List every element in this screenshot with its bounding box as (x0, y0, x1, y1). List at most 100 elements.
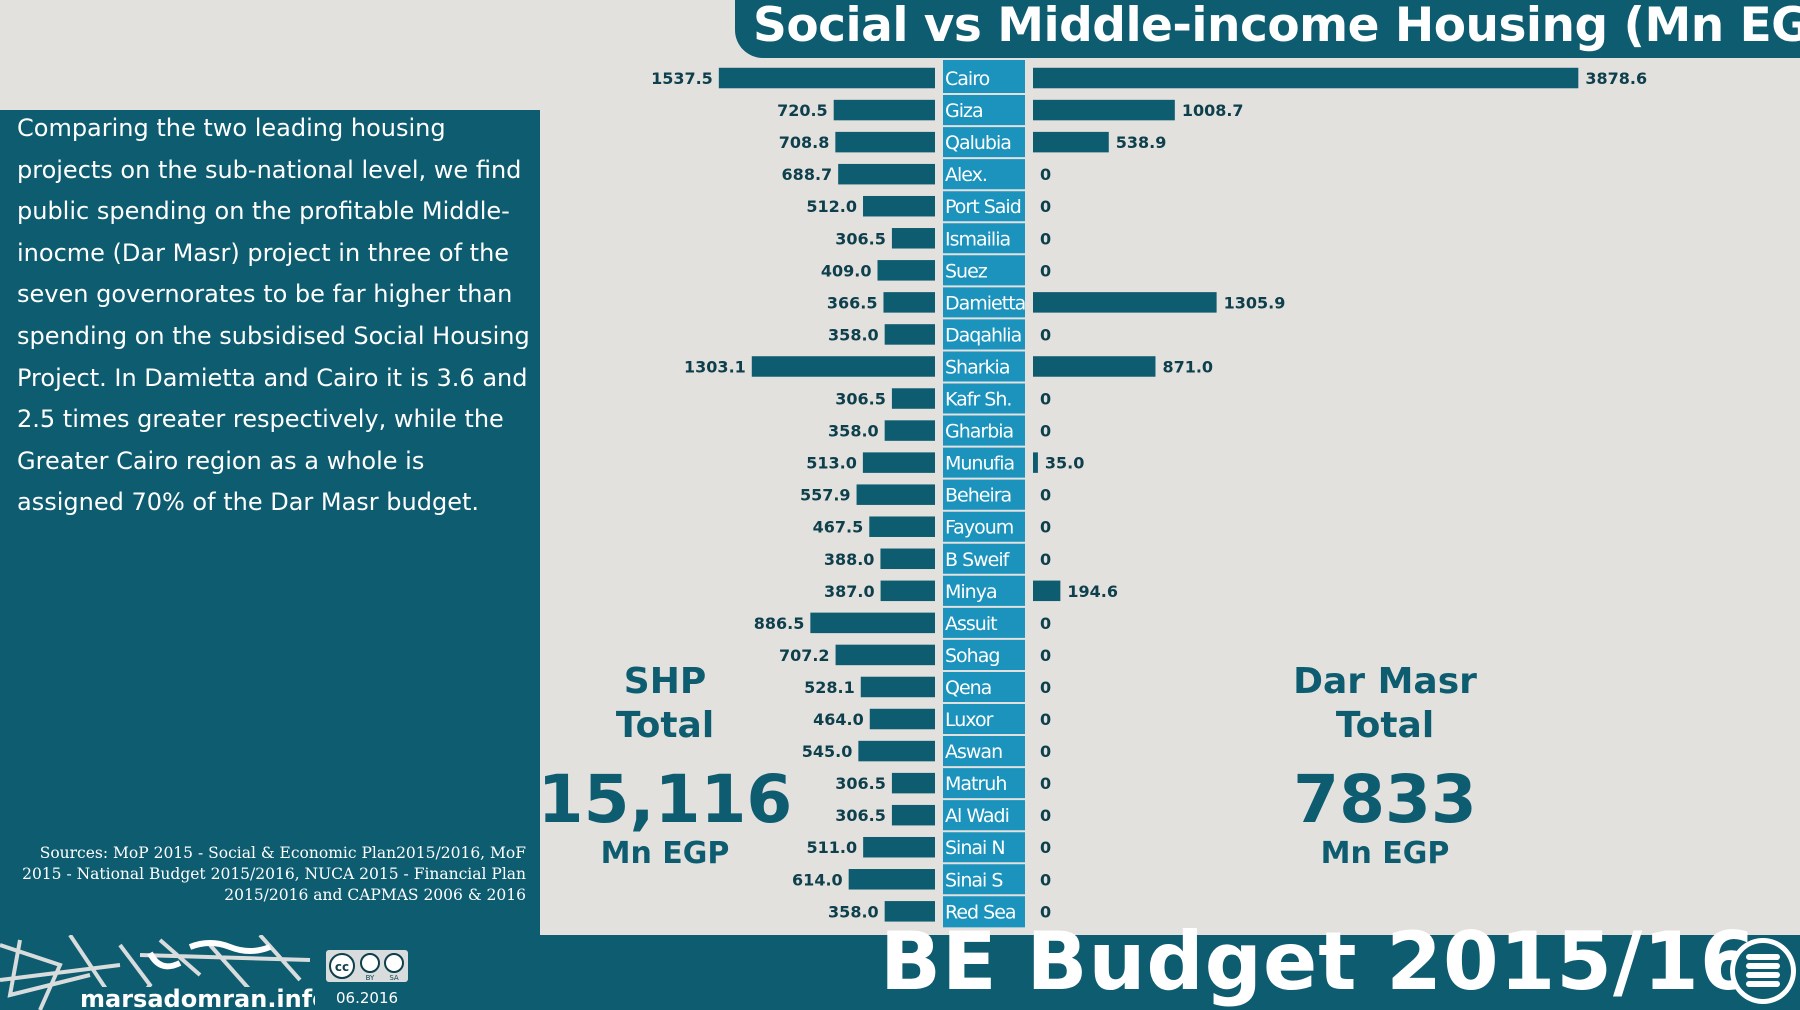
governorate-label: Luxor (945, 709, 994, 731)
dar-masr-value-label: 0 (1040, 390, 1051, 409)
shp-bar (835, 131, 935, 153)
shp-value-label: 1303.1 (684, 357, 746, 376)
governorate-label: Kafr Sh. (945, 389, 1011, 411)
governorate-label: Aswan (945, 741, 1002, 763)
shp-total-value: 15,116 (537, 761, 793, 838)
svg-text:BY: BY (366, 974, 375, 982)
dar-masr-value-label: 0 (1040, 774, 1051, 793)
shp-bar (883, 292, 935, 313)
governorate-label: Damietta (945, 292, 1025, 314)
dar-masr-value-label: 0 (1040, 710, 1051, 729)
governorate-label: Daqahlia (945, 324, 1021, 346)
governorate-label: Port Said (945, 196, 1021, 218)
shp-bar (891, 772, 935, 794)
dar-masr-bar (1033, 99, 1175, 121)
shp-value-label: 511.0 (807, 838, 858, 857)
dm-total-block: Dar Masr Total (1240, 660, 1530, 748)
dar-masr-value-label: 0 (1040, 646, 1051, 665)
shp-value-label: 467.5 (813, 518, 864, 537)
shp-bar (891, 228, 935, 249)
shp-bar (891, 388, 935, 409)
shp-value-label: 387.0 (824, 582, 875, 601)
shp-total-block: SHP Total (560, 660, 770, 748)
shp-value-label: 614.0 (792, 870, 843, 889)
governorate-label: Sinai N (945, 837, 1005, 859)
sources-text: Sources: MoP 2015 - Social & Economic Pl… (22, 844, 526, 904)
dar-masr-value-label: 0 (1040, 902, 1051, 921)
governorate-label: Alex. (945, 164, 987, 186)
shp-bar (884, 324, 935, 345)
shp-bar (884, 901, 935, 922)
dar-masr-value-label: 1305.9 (1224, 293, 1286, 312)
governorate-label: Qena (945, 677, 991, 699)
dm-total-values: 7833 Mn EGP (1255, 764, 1515, 872)
dm-total-value: 7833 (1293, 761, 1477, 838)
dar-masr-bar (1033, 67, 1579, 89)
dm-total-unit: Mn EGP (1320, 836, 1450, 871)
dar-masr-value-label: 3878.6 (1585, 69, 1647, 88)
dar-masr-value-label: 0 (1040, 806, 1051, 825)
shp-bar (862, 452, 935, 473)
shp-value-label: 720.5 (777, 101, 828, 120)
governorate-label: Suez (945, 260, 988, 282)
dar-masr-value-label: 0 (1040, 742, 1051, 761)
governorate-label: Red Sea (945, 901, 1016, 923)
shp-bar (869, 516, 935, 537)
shp-total-values: 15,116 Mn EGP (535, 764, 795, 872)
svg-text:cc: cc (335, 960, 349, 974)
governorate-label: Al Wadi (945, 805, 1009, 827)
dar-masr-bar (1033, 131, 1109, 153)
shp-value-label: 358.0 (828, 325, 879, 344)
cc-license-icon: cc BY SA (326, 950, 408, 982)
dar-masr-bar (1033, 356, 1156, 377)
site-url: marsadomran.info (80, 985, 315, 1010)
dar-masr-value-label: 0 (1040, 678, 1051, 697)
governorate-label-column (943, 60, 1025, 928)
dar-masr-value-label: 0 (1040, 229, 1051, 248)
governorate-label: Giza (945, 100, 983, 122)
description-panel (0, 110, 540, 935)
shp-value-label: 388.0 (824, 550, 875, 569)
shp-bar (858, 740, 935, 762)
governorate-label: B Sweif (945, 549, 1011, 571)
governorate-label: Munufia (945, 453, 1014, 475)
shp-bar (848, 869, 935, 890)
dar-masr-value-label: 194.6 (1067, 582, 1118, 601)
shp-bar (810, 612, 935, 634)
shp-bar (860, 676, 935, 698)
shp-value-label: 464.0 (813, 710, 864, 729)
shp-bar (751, 356, 935, 377)
shp-bar (835, 644, 935, 666)
dar-masr-value-label: 0 (1040, 838, 1051, 857)
shp-bar (891, 804, 935, 826)
dar-masr-bar (1033, 292, 1217, 313)
dar-masr-value-label: 0 (1040, 614, 1051, 633)
shp-bar (863, 836, 935, 858)
shp-value-label: 513.0 (806, 454, 857, 473)
governorate-label: Cairo (945, 68, 990, 90)
shp-value-label: 708.8 (779, 133, 830, 152)
shp-value-label: 306.5 (835, 774, 886, 793)
dar-masr-value-label: 35.0 (1045, 454, 1084, 473)
shp-value-label: 306.5 (835, 390, 886, 409)
shp-value-label: 358.0 (828, 422, 879, 441)
dar-masr-bar (1033, 580, 1061, 602)
shp-total-subtitle: Total (615, 705, 715, 746)
chart-title: Social vs Middle-income Housing (Mn EGP) (753, 0, 1800, 53)
shp-value-label: 707.2 (779, 646, 830, 665)
dar-masr-value-label: 0 (1040, 197, 1051, 216)
shp-bar (718, 67, 935, 89)
shp-value-label: 886.5 (754, 614, 805, 633)
shp-value-label: 366.5 (827, 293, 878, 312)
shp-value-label: 545.0 (802, 742, 853, 761)
governorate-label: Sohag (945, 645, 999, 667)
shp-value-label: 306.5 (835, 229, 886, 248)
shp-value-label: 528.1 (804, 678, 855, 697)
dar-masr-value-label: 0 (1040, 165, 1051, 184)
governorate-label: Beheira (945, 485, 1011, 507)
dar-masr-value-label: 0 (1040, 550, 1051, 569)
shp-bar (869, 708, 935, 730)
shp-value-label: 688.7 (782, 165, 833, 184)
shp-value-label: 1537.5 (651, 69, 713, 88)
governorate-label: Sharkia (945, 356, 1009, 378)
